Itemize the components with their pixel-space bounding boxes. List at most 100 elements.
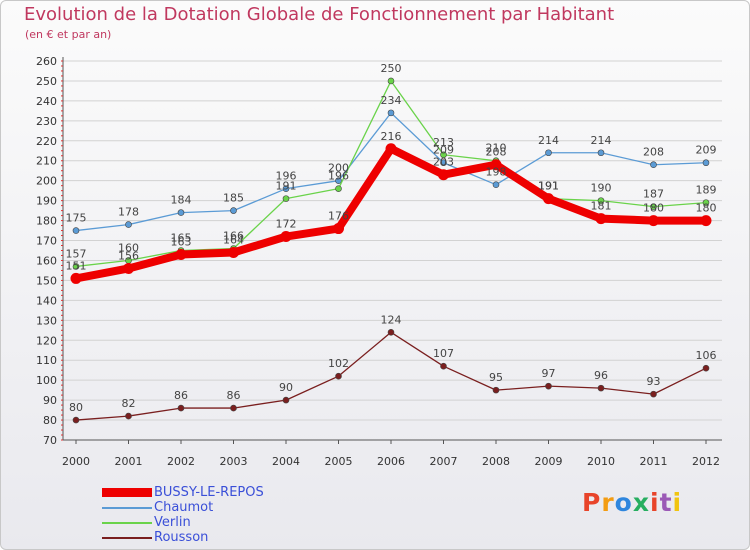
- data-label: 166: [223, 230, 244, 243]
- y-tick-label: 210: [36, 155, 57, 168]
- data-point: [597, 384, 605, 392]
- series-bussy-le-repos: [70, 143, 712, 284]
- data-point: [702, 159, 710, 167]
- legend-label: BUSSY-LE-REPOS: [154, 485, 264, 500]
- legend-label: Chaumot: [154, 500, 214, 515]
- data-point: [387, 328, 395, 336]
- chart-title: Evolution de la Dotation Globale de Fonc…: [24, 4, 615, 25]
- y-tick-label: 80: [43, 414, 57, 427]
- x-tick-label: 2000: [62, 455, 90, 468]
- x-tick-label: 2007: [430, 455, 458, 468]
- y-tick-label: 140: [36, 294, 57, 307]
- data-point: [72, 227, 80, 234]
- y-tick-label: 230: [36, 115, 57, 128]
- data-point: [440, 159, 447, 167]
- data-label: 209: [696, 144, 717, 157]
- data-point: [545, 382, 552, 390]
- data-label: 200: [328, 162, 349, 175]
- data-label: 86: [227, 389, 241, 402]
- data-label: 163: [171, 235, 192, 248]
- logo-letter: i: [650, 488, 660, 517]
- data-label: 157: [66, 247, 87, 260]
- data-label: 86: [174, 389, 188, 402]
- y-tick-label: 170: [36, 235, 57, 248]
- logo-letter: o: [614, 488, 633, 517]
- data-label: 213: [433, 136, 454, 149]
- data-label: 80: [69, 401, 83, 414]
- x-tick-label: 2012: [692, 455, 720, 468]
- data-label: 191: [276, 180, 297, 193]
- y-tick-label: 260: [36, 55, 57, 68]
- data-point: [282, 185, 290, 192]
- data-label: 250: [381, 62, 402, 75]
- data-label: 203: [433, 156, 454, 169]
- y-tick-label: 250: [36, 75, 57, 88]
- data-label: 102: [328, 357, 349, 370]
- x-tick-label: 2002: [167, 455, 195, 468]
- x-tick-labels: 2000 2001 2002 2003 2004 2005 2006 2007 2008 2009…: [62, 455, 720, 468]
- data-point: [648, 215, 659, 227]
- data-point: [177, 404, 185, 412]
- data-label: 156: [118, 249, 139, 262]
- data-label: 176: [328, 210, 349, 223]
- x-tick-label: 2008: [482, 455, 510, 468]
- data-label: 90: [279, 381, 293, 394]
- data-point: [440, 151, 447, 159]
- data-label: 107: [433, 347, 454, 360]
- data-point: [70, 272, 82, 284]
- x-tick-label: 2009: [535, 455, 563, 468]
- data-label: 191: [538, 180, 559, 193]
- y-tick-label: 70: [43, 434, 57, 447]
- data-label: 106: [696, 349, 717, 362]
- data-point: [385, 143, 397, 155]
- data-point: [280, 231, 292, 243]
- data-label: 208: [486, 146, 507, 159]
- data-point: [387, 109, 395, 117]
- y-tick-label: 120: [36, 334, 57, 347]
- legend-swatch: [102, 522, 152, 524]
- series-lines: [70, 77, 712, 424]
- data-point: [438, 169, 449, 181]
- y-tick-label: 110: [36, 354, 57, 367]
- logo-letter: x: [632, 488, 650, 517]
- y-tick-label: 160: [36, 254, 57, 267]
- series-line-bussy-le-repos: [72, 144, 710, 283]
- data-label: 214: [538, 134, 559, 147]
- data-point: [335, 177, 342, 184]
- data-label: 185: [223, 192, 244, 205]
- legend-swatch: [102, 488, 152, 497]
- logo-letter: r: [601, 488, 615, 517]
- y-tick-label: 180: [36, 215, 57, 228]
- proxiti-logo: Proxiti: [582, 488, 682, 517]
- data-point: [282, 396, 290, 404]
- data-label: 187: [643, 188, 664, 201]
- data-label: 164: [223, 233, 244, 246]
- data-point: [230, 404, 237, 412]
- data-point: [595, 213, 607, 225]
- y-gridlines: [63, 60, 722, 441]
- data-label: 178: [118, 206, 139, 219]
- legend-swatch: [102, 537, 152, 539]
- data-label: 160: [118, 241, 139, 254]
- data-label: 93: [647, 375, 661, 388]
- data-point: [543, 193, 554, 205]
- data-point: [125, 412, 132, 420]
- y-tick-labels: 70 80 90 100 110 120 130 140 150 160 170 180 190 200 2…: [36, 55, 57, 447]
- data-label: 196: [276, 170, 297, 183]
- y-tick-label: 220: [36, 135, 57, 148]
- data-point: [545, 149, 552, 157]
- logo-letter: i: [672, 488, 683, 517]
- series-chaumot: [72, 109, 710, 234]
- logo-letter: P: [582, 488, 602, 517]
- data-point: [702, 364, 710, 372]
- data-label: 96: [594, 369, 608, 382]
- data-point: [125, 221, 132, 228]
- y-tick-label: 100: [36, 374, 57, 387]
- legend-label: Verlin: [154, 515, 191, 530]
- series-line-rousson: [75, 331, 707, 421]
- data-point: [387, 77, 395, 85]
- data-label: 151: [66, 259, 87, 272]
